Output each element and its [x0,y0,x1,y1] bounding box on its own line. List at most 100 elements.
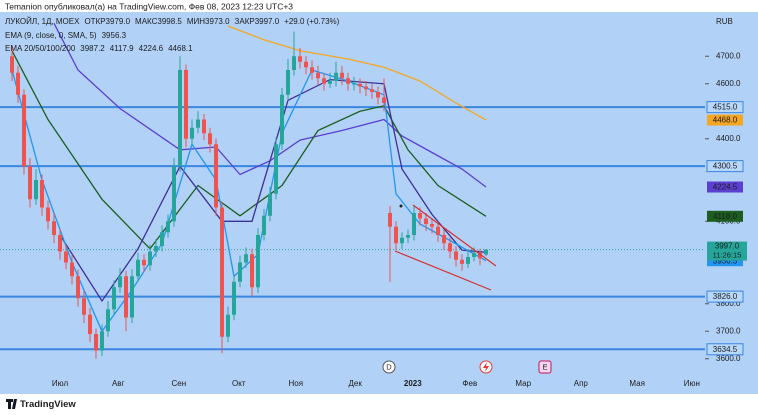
candle-body [406,235,410,238]
candle-body [190,127,194,139]
x-tick-label: Апр [574,379,589,388]
price-label: 3997.0 [715,242,740,251]
candle-body [64,251,68,263]
legend-ema-value: 3987.2 [80,44,105,53]
y-tick-label: 4400.0 [716,134,741,143]
candle-body [346,78,350,84]
candle-body [292,56,296,70]
legend-ema9-value: 3956.3 [102,31,127,40]
candle-body [148,251,152,266]
x-tick-label: Дек [349,379,363,388]
legend-symbol: ЛУКОЙЛ, 1Д, MOEX [5,17,80,26]
brand: TradingView [20,399,76,410]
x-tick-label: Мар [515,379,531,388]
candle-body [106,309,110,332]
candle-body [484,249,488,255]
candle-body [478,252,482,259]
candle-body [142,259,146,266]
candle-body [448,243,452,252]
event-label: D [386,362,392,371]
candle-body [28,166,32,200]
candle-body [466,257,470,264]
candle-body [370,89,374,92]
candle-body [244,254,248,263]
level-label-box [706,160,744,173]
candle-body [214,144,218,208]
candle-body [424,218,428,224]
candle-body [382,97,386,103]
candle-body [352,83,356,85]
candle-body [88,314,92,334]
candle-body [34,180,38,200]
level-label-box [706,101,744,114]
level-label: 3634.5 [713,345,738,354]
ma-label-box [707,181,743,193]
event-dividend[interactable] [382,360,396,374]
candle-body [22,94,26,167]
drawing-dot [399,204,403,208]
candle-body [298,56,302,62]
candle-body [328,81,332,84]
candles-layer [10,31,488,359]
candle-body [388,213,392,227]
candle-body [310,67,314,73]
legend-ohlc: МАКС3998.5 [135,17,182,26]
y-tick-label: 3800.0 [716,299,741,308]
candle-body [202,119,206,134]
candle-body [418,213,422,219]
axis-layer: 3600.03700.03800.04100.04400.04600.04700… [52,51,747,388]
ma-line [11,50,487,250]
candle-body [280,94,284,145]
legend-ema-value: 4117.9 [110,44,134,53]
y-tick-label: 4700.0 [716,51,741,60]
candle-body [358,83,362,87]
x-tick-label: Июл [52,379,69,388]
level-label-box [706,290,744,303]
candle-body [400,237,404,244]
legend-ohlc: ЗАКР3997.0 [235,17,280,26]
candle-body [274,144,278,194]
candle-body [208,133,212,145]
candle-body [16,72,20,95]
candle-body [166,221,170,233]
level-label: 4515.0 [713,103,738,112]
candle-body [286,70,290,95]
ma-label: 4468.0 [713,116,738,125]
candle-body [76,276,80,299]
candle-body [472,252,476,257]
legend-ohlc: ОТКР3979.0 [84,17,130,26]
y-tick-label: 4600.0 [716,79,741,88]
candle-body [268,193,272,216]
candle-body [316,72,320,79]
ma-label-box [707,114,743,126]
candle-body [130,276,134,318]
candle-body [250,254,254,288]
wedge-lower [394,250,492,291]
candle-body [184,70,188,139]
candle-body [334,72,338,81]
candle-body [436,226,440,235]
candle-body [124,276,128,318]
candle-body [262,215,266,235]
candle-body [256,235,260,288]
candle-body [220,207,224,337]
candle-body [70,262,74,277]
level-label: 4300.5 [713,162,738,171]
ma-line [59,78,487,303]
candle-body [40,180,44,208]
candle-body [160,232,164,246]
ma-label: 4118.0 [713,212,737,221]
legend-ema-value: 4468.1 [168,44,193,53]
x-tick-label: Сен [171,379,186,388]
candle-body [442,235,446,244]
level-label: 3826.0 [713,292,738,301]
x-tick-label: Ноя [289,379,304,388]
event-earnings[interactable] [538,360,552,374]
footer [0,394,758,415]
publisher-line: Temanion опубликовал(а) на TradingView.c… [5,1,293,11]
candle-body [226,314,230,337]
candle-body [460,259,464,264]
candle-body [196,119,200,128]
